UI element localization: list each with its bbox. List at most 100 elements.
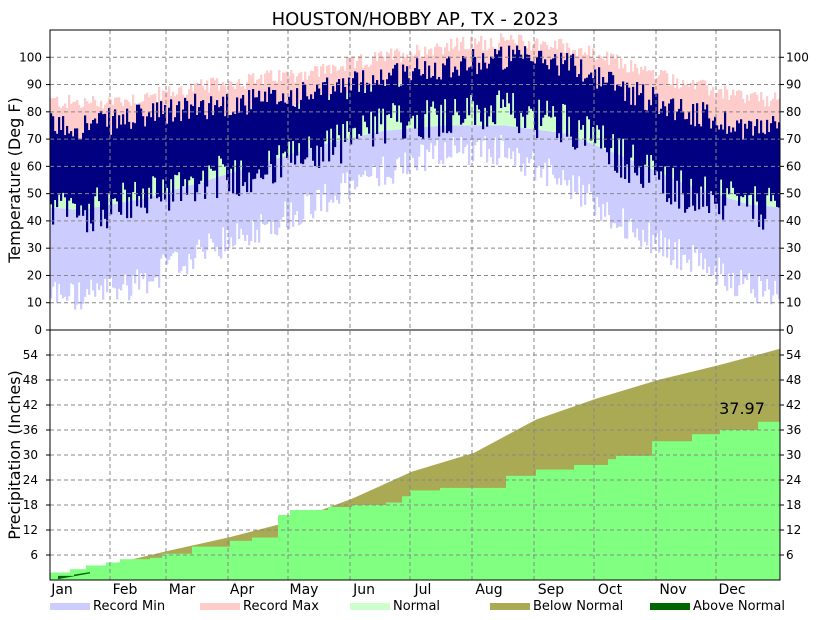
record-min-bar xyxy=(220,175,223,259)
record-min-bar xyxy=(322,144,325,195)
actual-temp-bar xyxy=(92,120,95,232)
actual-temp-bar xyxy=(522,58,525,117)
actual-temp-bar xyxy=(266,101,269,175)
actual-temp-bar xyxy=(600,86,603,149)
record-min-bar xyxy=(574,136,577,192)
record-min-bar xyxy=(310,147,313,214)
actual-temp-bar xyxy=(476,74,479,105)
record-min-bar xyxy=(758,205,761,277)
actual-temp-bar xyxy=(386,79,389,116)
record-min-bar xyxy=(578,138,581,177)
actual-temp-bar xyxy=(332,86,335,155)
record-max-bar xyxy=(154,93,157,144)
actual-temp-bar xyxy=(226,94,229,181)
record-max-bar xyxy=(78,104,81,159)
actual-temp-bar xyxy=(730,132,733,182)
legend-swatch-below-normal xyxy=(490,603,530,610)
record-min-bar xyxy=(760,205,763,281)
record-max-bar xyxy=(436,43,439,80)
actual-temp-bar xyxy=(346,99,349,122)
temperature-ticks: 0 0 10 10 20 20 30 30 40 40 50 50 60 60 70 70 80 80 90 90 10… xyxy=(19,50,809,337)
actual-temp-bar xyxy=(588,74,591,120)
actual-temp-bar xyxy=(100,110,103,227)
record-min-bar xyxy=(166,191,169,265)
record-min-bar xyxy=(366,134,369,177)
record-min-bar xyxy=(152,195,155,282)
actual-temp-bar xyxy=(94,118,97,197)
record-max-bar xyxy=(458,50,461,79)
actual-temp-bar xyxy=(612,75,615,135)
record-max-bar xyxy=(352,56,355,92)
temp-tick-label-right: 50 xyxy=(786,187,801,201)
actual-temp-bar xyxy=(238,112,241,196)
actual-temp-bar xyxy=(682,111,685,195)
actual-temp-bar xyxy=(778,122,781,208)
record-max-bar xyxy=(700,80,703,138)
record-max-bar xyxy=(196,82,199,132)
record-min-bar xyxy=(742,202,745,285)
actual-precip-step xyxy=(386,502,403,580)
normal-bar xyxy=(512,77,515,127)
actual-precip-step xyxy=(506,475,537,580)
record-max-bar xyxy=(340,66,343,94)
record-min-bar xyxy=(510,126,513,159)
actual-temp-bar xyxy=(276,104,279,155)
record-max-bar xyxy=(404,56,407,83)
month-label-aug: Aug xyxy=(475,582,502,598)
actual-temp-bar xyxy=(420,75,423,138)
record-min-bar xyxy=(206,180,209,251)
actual-temp-bar xyxy=(756,119,759,202)
record-min-bar xyxy=(198,182,201,240)
temperature-panel: 0 0 10 10 20 20 30 30 40 40 50 50 60 60 70 70 80 80 90 90 10… xyxy=(5,33,809,337)
record-min-bar xyxy=(618,154,621,227)
record-min-bar xyxy=(542,130,545,169)
legend: Record Min Record Max Normal Below Normal Ab… xyxy=(50,599,785,614)
temperature-axis-title: Temperature (Deg F) xyxy=(5,97,24,264)
record-max-bar xyxy=(676,78,679,129)
actual-temp-bar xyxy=(272,89,275,184)
record-max-bar xyxy=(486,50,489,78)
record-min-bar xyxy=(546,131,549,187)
record-min-bar xyxy=(678,181,681,240)
record-min-bar xyxy=(414,128,417,168)
record-min-bar xyxy=(150,196,153,282)
record-max-bar xyxy=(322,64,325,98)
actual-temp-bar xyxy=(294,106,297,165)
record-min-bar xyxy=(670,177,673,266)
record-min-bar xyxy=(320,144,323,212)
actual-temp-bar xyxy=(554,54,557,117)
actual-temp-bar xyxy=(658,113,661,180)
record-min-bar xyxy=(374,132,377,167)
actual-temp-bar xyxy=(220,106,223,159)
record-min-bar xyxy=(442,125,445,165)
record-min-bar xyxy=(582,140,585,185)
record-max-bar xyxy=(372,56,375,87)
actual-temp-bar xyxy=(692,104,695,206)
record-min-bar xyxy=(316,145,319,190)
actual-temp-bar xyxy=(748,120,751,196)
record-max-bar xyxy=(746,94,749,153)
actual-temp-bar xyxy=(380,69,383,125)
temp-tick-label-right: 100 xyxy=(786,50,809,64)
record-max-bar xyxy=(54,97,57,156)
record-max-bar xyxy=(382,56,385,85)
record-max-bar xyxy=(548,49,551,85)
record-min-bar xyxy=(572,136,575,176)
record-max-bar xyxy=(250,75,253,118)
record-min-bar xyxy=(610,151,613,229)
record-min-bar xyxy=(772,206,775,296)
actual-precip-step xyxy=(252,537,279,580)
record-min-bar xyxy=(778,207,781,300)
actual-temp-bar xyxy=(634,105,637,173)
record-max-bar xyxy=(440,47,443,80)
record-min-bar xyxy=(398,129,401,158)
record-min-bar xyxy=(352,137,355,181)
record-max-bar xyxy=(488,48,491,78)
actual-temp-bar xyxy=(764,134,767,219)
actual-temp-bar xyxy=(52,116,55,225)
actual-temp-bar xyxy=(378,84,381,109)
normal-bar xyxy=(506,76,509,126)
record-min-bar xyxy=(596,145,599,198)
record-max-bar xyxy=(694,89,697,136)
